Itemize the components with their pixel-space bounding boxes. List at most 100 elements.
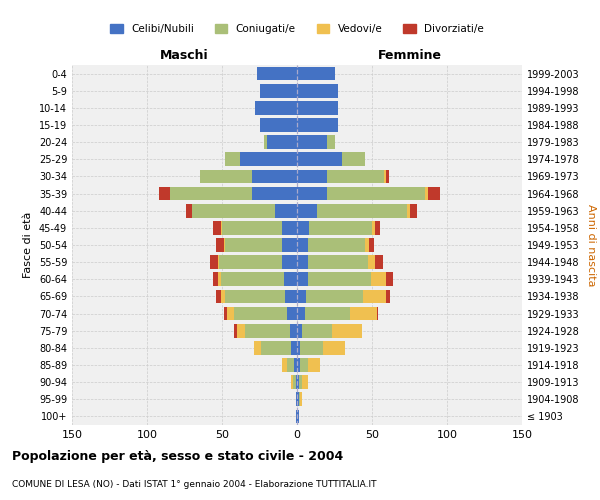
Bar (252, 170, 297, 183)
Bar (297, 341, 300, 354)
Bar (297, 221, 309, 234)
Bar (291, 341, 297, 354)
Text: Popolazione per età, sesso e stato civile - 2004: Popolazione per età, sesso e stato civil… (12, 450, 343, 463)
Bar (260, 84, 297, 98)
Bar (327, 186, 425, 200)
Bar (349, 306, 377, 320)
Bar (317, 204, 407, 218)
Y-axis label: Fasce di età: Fasce di età (23, 212, 33, 278)
Bar (282, 221, 297, 234)
Bar (186, 204, 192, 218)
Legend: Celibi/Nubili, Coniugati/e, Vedovi/e, Divorziati/e: Celibi/Nubili, Coniugati/e, Vedovi/e, Di… (106, 20, 488, 38)
Bar (327, 136, 335, 149)
Bar (287, 306, 297, 320)
Bar (287, 358, 294, 372)
Bar (297, 238, 308, 252)
Bar (372, 221, 375, 234)
Bar (261, 341, 291, 354)
Bar (342, 152, 365, 166)
Bar (363, 290, 386, 304)
Bar (297, 410, 299, 424)
Bar (302, 376, 308, 389)
Bar (297, 376, 299, 389)
Bar (296, 376, 297, 389)
Bar (308, 272, 371, 286)
Bar (260, 118, 297, 132)
Bar (365, 238, 369, 252)
Bar (371, 272, 386, 286)
Bar (323, 341, 345, 354)
Bar (297, 272, 308, 286)
Bar (294, 358, 297, 372)
Text: COMUNE DI LESA (NO) - Dati ISTAT 1° gennaio 2004 - Elaborazione TUTTITALIA.IT: COMUNE DI LESA (NO) - Dati ISTAT 1° genn… (12, 480, 377, 489)
Bar (306, 290, 363, 304)
Text: Femmine: Femmine (377, 48, 442, 62)
Bar (255, 101, 297, 114)
Bar (297, 152, 342, 166)
Bar (297, 392, 299, 406)
Bar (297, 101, 337, 114)
Bar (297, 186, 327, 200)
Bar (300, 341, 323, 354)
Bar (369, 238, 373, 252)
Bar (384, 170, 386, 183)
Bar (282, 358, 287, 372)
Bar (377, 306, 378, 320)
Bar (225, 290, 285, 304)
Bar (210, 256, 218, 269)
Bar (327, 170, 384, 183)
Bar (216, 238, 223, 252)
Bar (308, 238, 365, 252)
Bar (234, 324, 237, 338)
Bar (297, 290, 306, 304)
Bar (305, 306, 349, 320)
Bar (375, 221, 380, 234)
Bar (254, 341, 261, 354)
Bar (296, 410, 297, 424)
Bar (302, 324, 331, 338)
Bar (225, 238, 282, 252)
Bar (297, 84, 337, 98)
Bar (407, 204, 409, 218)
Bar (245, 324, 290, 338)
Bar (386, 170, 389, 183)
Bar (297, 136, 327, 149)
Bar (170, 186, 252, 200)
Bar (309, 221, 372, 234)
Bar (297, 256, 308, 269)
Bar (386, 290, 390, 304)
Bar (290, 324, 297, 338)
Bar (218, 272, 221, 286)
Bar (252, 186, 297, 200)
Bar (234, 306, 287, 320)
Bar (275, 204, 297, 218)
Bar (375, 256, 383, 269)
Bar (297, 358, 300, 372)
Bar (293, 376, 296, 389)
Bar (296, 392, 297, 406)
Bar (199, 170, 252, 183)
Bar (297, 66, 335, 80)
Bar (221, 272, 284, 286)
Bar (282, 256, 297, 269)
Bar (386, 272, 393, 286)
Bar (192, 204, 275, 218)
Bar (427, 186, 439, 200)
Bar (367, 256, 375, 269)
Bar (284, 272, 297, 286)
Bar (159, 186, 170, 200)
Bar (297, 324, 302, 338)
Bar (213, 221, 221, 234)
Bar (218, 256, 219, 269)
Bar (299, 376, 302, 389)
Bar (267, 136, 297, 149)
Bar (223, 238, 225, 252)
Bar (299, 392, 300, 406)
Bar (237, 324, 245, 338)
Bar (297, 306, 305, 320)
Bar (409, 204, 417, 218)
Bar (285, 290, 297, 304)
Bar (227, 306, 234, 320)
Bar (222, 221, 282, 234)
Bar (221, 290, 225, 304)
